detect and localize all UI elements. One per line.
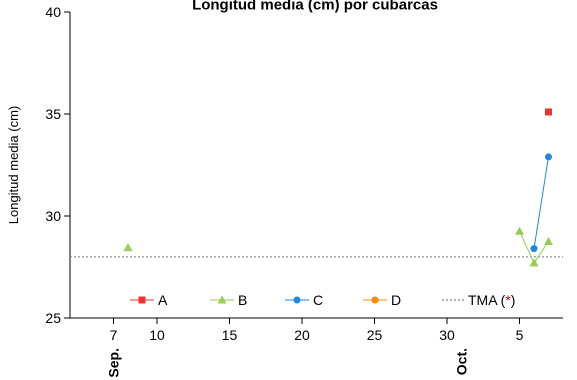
legend-label: D bbox=[391, 292, 401, 308]
x-tick-label: 10 bbox=[149, 327, 165, 343]
series-C bbox=[530, 153, 552, 253]
series-C-segment bbox=[533, 156, 549, 249]
series-A-point bbox=[545, 108, 552, 116]
legend-label-part: ) bbox=[511, 292, 516, 308]
legend-item-D: D bbox=[363, 292, 401, 308]
legend-item-C: C bbox=[285, 292, 323, 308]
legend-marker bbox=[293, 296, 301, 304]
y-tick-label: 30 bbox=[45, 208, 61, 224]
series-B-point bbox=[515, 226, 524, 235]
series-B-point bbox=[123, 243, 133, 252]
y-tick-label: 35 bbox=[45, 106, 61, 122]
axes: 25 30 35 40 7 10 15 20 25 30 5 Sep. Oct. bbox=[45, 4, 563, 378]
legend-marker bbox=[217, 295, 227, 304]
x-month-label: Sep. bbox=[106, 348, 122, 378]
legend-marker bbox=[371, 296, 379, 304]
x-tick-label: 7 bbox=[110, 327, 118, 343]
y-tick-label: 40 bbox=[45, 4, 61, 20]
legend-label: B bbox=[238, 292, 247, 308]
legend-item-B: B bbox=[210, 292, 247, 308]
legend: A B C D TMA (*) bbox=[130, 292, 515, 308]
legend-label: A bbox=[158, 292, 168, 308]
series-group bbox=[123, 108, 553, 267]
series-C-point bbox=[545, 153, 552, 161]
legend-label-part: TMA ( bbox=[468, 292, 506, 308]
series-B-segment bbox=[519, 231, 535, 264]
series-B-point bbox=[529, 258, 539, 267]
chart-title-group: Longitud media (cm) por cubarcas bbox=[192, 0, 438, 13]
x-tick-label: 5 bbox=[516, 327, 524, 343]
series-C-point bbox=[530, 245, 538, 253]
x-tick-label: 15 bbox=[222, 327, 238, 343]
series-A bbox=[545, 108, 552, 116]
legend-label: C bbox=[313, 292, 323, 308]
x-tick-label: 20 bbox=[294, 327, 310, 343]
chart-title: Longitud media (cm) por cubarcas bbox=[192, 0, 438, 13]
legend-label: TMA (*) bbox=[468, 292, 515, 308]
y-tick-label: 25 bbox=[45, 310, 61, 326]
x-month-label: Oct. bbox=[454, 348, 470, 375]
x-tick-label: 30 bbox=[439, 327, 455, 343]
legend-item-A: A bbox=[130, 292, 168, 308]
legend-label-star: * bbox=[505, 292, 511, 308]
x-tick-label: 25 bbox=[367, 327, 383, 343]
series-B bbox=[123, 226, 553, 267]
series-B-point bbox=[544, 237, 553, 245]
legend-marker bbox=[138, 296, 146, 304]
y-axis-label: Longitud media (cm) bbox=[6, 106, 21, 225]
legend-item-reference: TMA (*) bbox=[442, 292, 515, 308]
series-B-segment bbox=[533, 241, 549, 264]
